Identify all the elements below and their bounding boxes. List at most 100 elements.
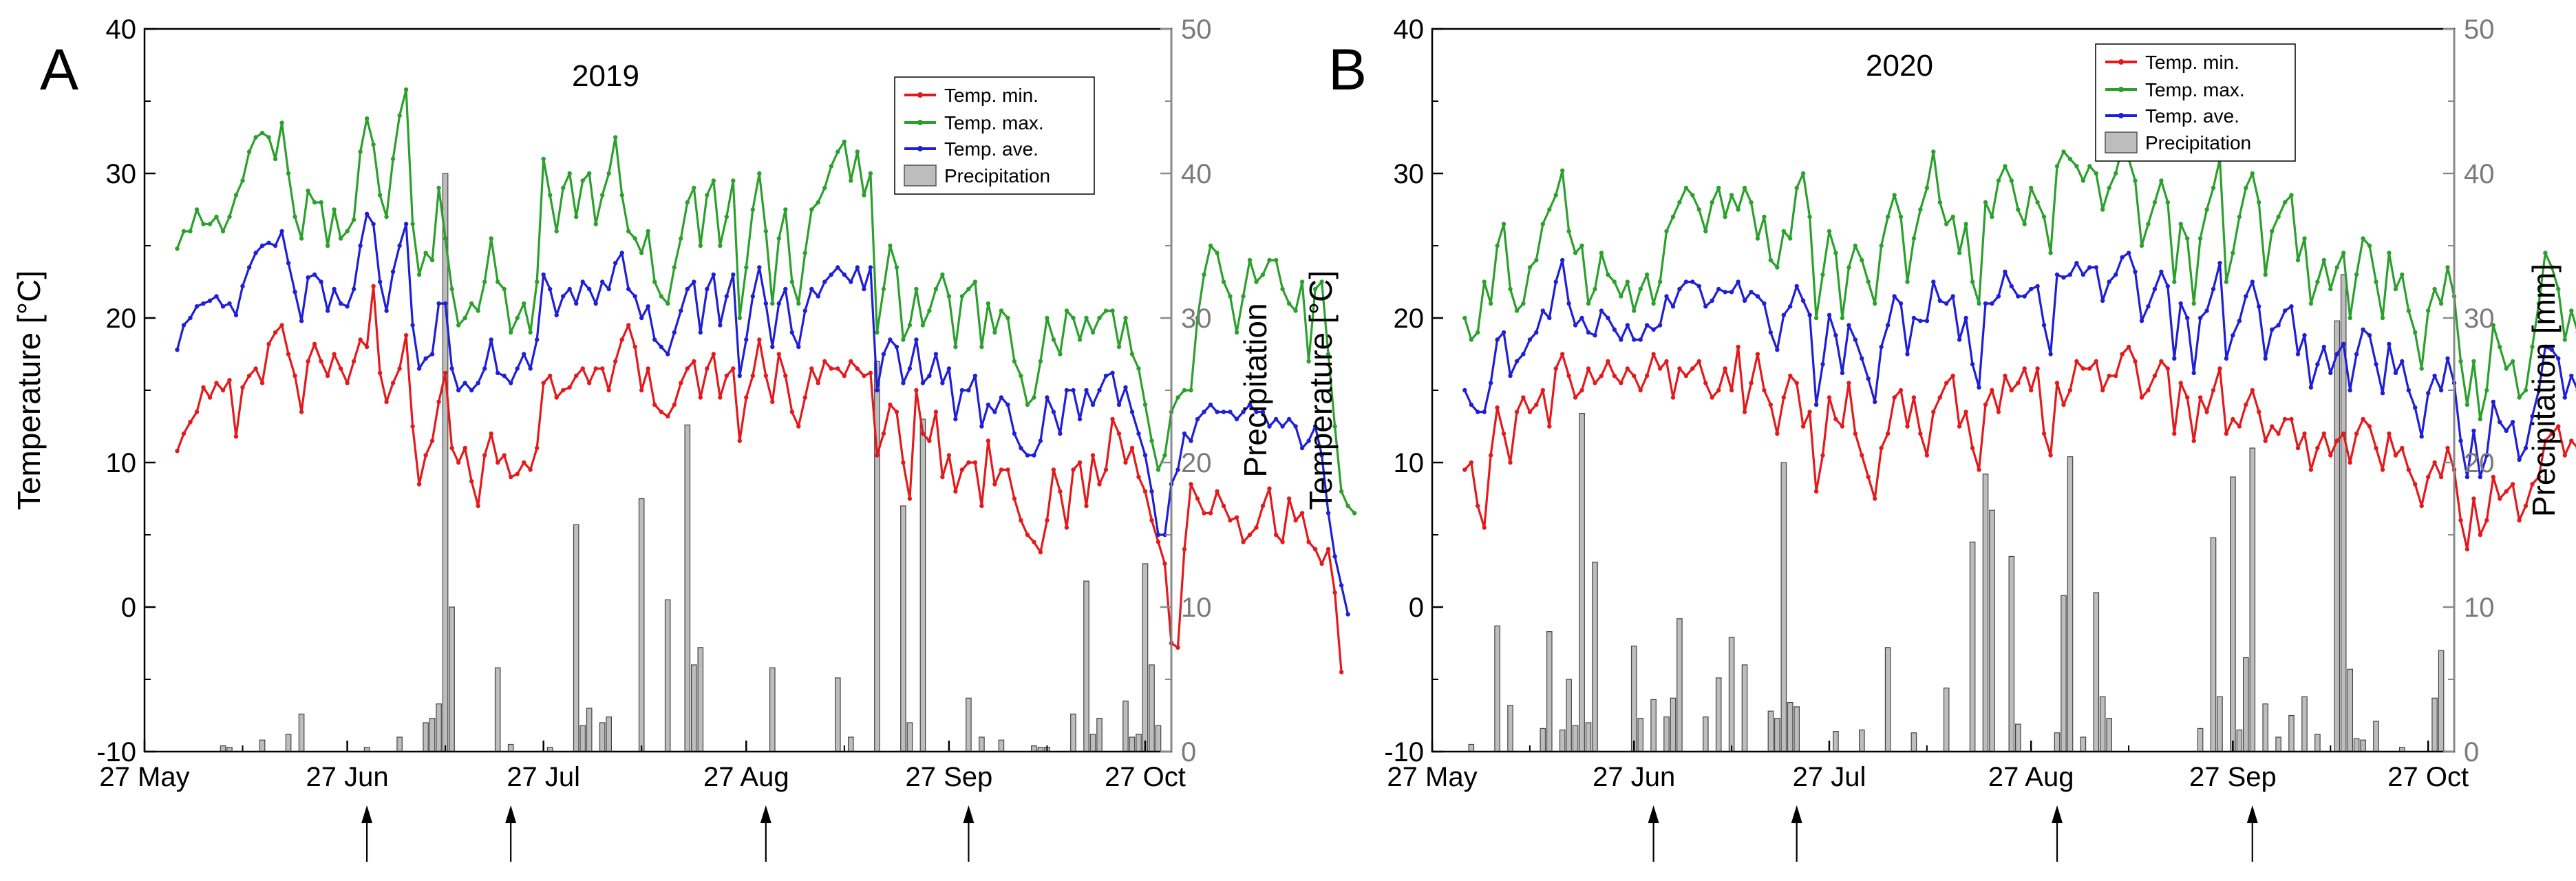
point-ave-b-163 [2523,445,2529,451]
point-ave-a-33 [390,269,396,274]
point-min-a-31 [377,370,383,375]
point-min-b-118 [2231,416,2235,422]
point-max-b-131 [2315,279,2320,284]
point-ave-a-83 [718,323,723,328]
point-max-b-106 [2152,200,2158,205]
point-max-a-13 [259,131,265,136]
point-min-a-100 [829,366,834,371]
point-max-b-57 [1833,251,1838,255]
point-min-a-40 [436,399,441,404]
y-tick-label-b-0: -10 [1384,737,1424,767]
point-min-a-117 [940,474,945,480]
point-min-b-100 [2114,373,2118,379]
point-min-a-171 [1293,518,1298,523]
point-ave-a-34 [397,243,402,248]
point-max-b-170 [2569,308,2574,313]
y-tick-label-a-5: 40 [106,14,137,45]
point-min-b-25 [1625,366,1630,371]
point-ave-b-32 [1670,304,1676,309]
legend-marker-ave-a [917,146,923,151]
point-ave-b-156 [2478,474,2482,480]
point-ave-b-138 [2361,327,2365,332]
point-ave-b-24 [1619,337,1624,342]
precip-bar-b-49 [2249,447,2256,752]
precip-bar-a-27 [847,736,854,752]
point-ave-a-90 [763,301,769,306]
point-ave-b-136 [2348,388,2352,393]
point-max-b-85 [2016,207,2021,212]
point-ave-a-175 [1319,453,1324,458]
point-ave-a-144 [1116,402,1122,407]
point-min-a-47 [482,453,487,458]
point-min-a-58 [554,395,559,400]
point-min-a-118 [946,453,952,458]
point-max-b-52 [1800,171,1806,176]
point-max-b-73 [1937,200,1942,205]
precip-bar-a-15 [573,524,579,752]
point-ave-b-73 [1937,298,1942,303]
point-min-b-54 [1813,489,1819,494]
point-min-a-106 [868,370,873,375]
point-ave-b-61 [1860,356,1864,361]
point-min-b-61 [1860,453,1864,458]
x-tick-label-b-5: 27 Oct [2387,762,2469,792]
point-max-b-78 [1970,279,1975,284]
point-ave-a-79 [692,279,696,284]
precip-bar-b-10 [1592,562,1598,752]
point-min-b-56 [1827,395,1832,400]
point-ave-b-22 [1606,315,1610,321]
panel-label-a: A [40,37,78,102]
point-ave-b-7 [1508,373,1513,379]
legend-marker-max-a [917,120,923,125]
point-max-a-41 [443,236,448,241]
point-ave-a-120 [959,388,965,393]
point-min-b-30 [1657,366,1663,371]
point-ave-a-102 [842,272,847,277]
point-ave-a-124 [986,402,991,407]
point-min-a-99 [822,359,827,364]
point-ave-a-45 [469,388,474,393]
point-ave-a-63 [587,286,592,292]
point-min-b-104 [2139,395,2144,400]
point-max-a-167 [1267,257,1272,263]
precip-bar-b-34 [2008,555,2015,752]
point-max-a-6 [214,214,219,220]
point-max-b-115 [2211,185,2216,191]
precip-bar-b-42 [2106,718,2113,752]
x-tick-label-b-3: 27 Aug [1988,762,2074,792]
point-max-b-12 [1540,222,1545,226]
point-max-a-94 [789,279,795,284]
point-min-a-154 [1182,546,1187,552]
point-min-a-163 [1241,540,1246,544]
point-min-b-96 [2087,366,2092,371]
point-max-b-125 [2276,214,2281,220]
point-max-a-83 [718,243,723,248]
point-max-a-23 [325,243,330,248]
point-min-a-4 [201,385,206,390]
point-ave-b-109 [2172,356,2177,361]
point-ave-b-126 [2282,308,2288,313]
point-min-b-155 [2471,496,2476,501]
x-tick-label-a-4: 27 Sep [906,762,993,792]
arrow-head-a-2 [760,805,771,823]
point-max-b-2 [1476,330,1480,335]
precip-bar-b-18 [1715,677,1722,752]
point-ave-b-150 [2438,388,2444,393]
point-ave-b-37 [1703,304,1708,309]
point-ave-b-71 [1924,319,1930,323]
y2-tick-label-b-4: 40 [2464,159,2495,189]
y-axis-ticks-b: -10 0 10 20 30 40 [1384,14,1443,767]
point-min-a-96 [802,395,808,400]
point-max-b-4 [1488,301,1493,306]
point-max-b-169 [2562,337,2567,342]
point-min-a-151 [1162,561,1167,566]
point-min-a-19 [299,410,304,414]
point-max-b-104 [2139,243,2144,248]
point-min-a-89 [757,337,762,342]
point-max-a-105 [862,193,866,198]
point-min-b-23 [1612,373,1617,379]
point-ave-b-84 [2009,284,2014,288]
point-ave-a-143 [1110,370,1115,375]
precip-bar-b-14 [1663,716,1670,752]
point-ave-a-61 [574,301,579,306]
